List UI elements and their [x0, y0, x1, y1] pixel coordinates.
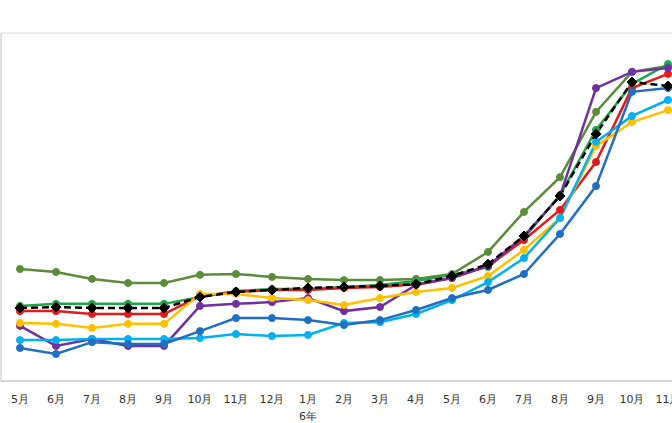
svg-text:6月: 6月 — [479, 393, 497, 406]
svg-text:9月: 9月 — [587, 393, 605, 406]
svg-text:10月: 10月 — [620, 393, 645, 406]
svg-text:4月: 4月 — [407, 393, 425, 406]
svg-text:6月: 6月 — [47, 393, 65, 406]
svg-text:1月: 1月 — [299, 393, 317, 406]
svg-text:10月: 10月 — [188, 393, 213, 406]
svg-text:11月: 11月 — [656, 393, 665, 406]
svg-text:12月: 12月 — [260, 393, 285, 406]
svg-text:7月: 7月 — [83, 393, 101, 406]
svg-text:8月: 8月 — [551, 393, 569, 406]
svg-text:5月: 5月 — [443, 393, 461, 406]
svg-text:8月: 8月 — [119, 393, 137, 406]
svg-text:6年: 6年 — [299, 410, 317, 423]
svg-text:7月: 7月 — [515, 393, 533, 406]
svg-text:2月: 2月 — [335, 393, 353, 406]
svg-text:11月: 11月 — [224, 393, 249, 406]
svg-text:5月: 5月 — [11, 393, 29, 406]
svg-text:9月: 9月 — [155, 393, 173, 406]
svg-text:3月: 3月 — [371, 393, 389, 406]
